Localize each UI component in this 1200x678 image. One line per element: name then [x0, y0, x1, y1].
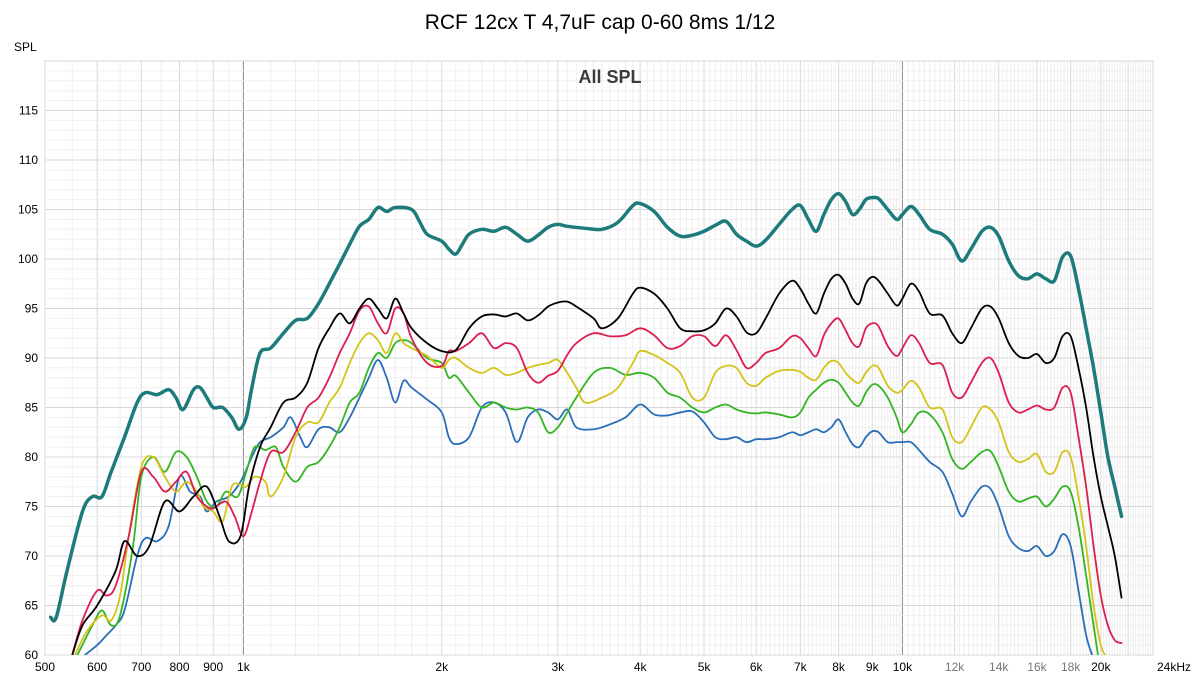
chart-title: RCF 12cx T 4,7uF cap 0-60 8ms 1/12	[425, 11, 776, 34]
y-tick-label: 70	[25, 549, 39, 563]
x-tick-label: 500	[35, 660, 55, 674]
y-tick-label: 110	[19, 153, 38, 167]
y-tick-label: 105	[18, 203, 38, 217]
x-tick-label: 8k	[832, 660, 846, 674]
grid-lines	[44, 60, 1154, 656]
x-tick-label: 16k	[1027, 660, 1047, 674]
y-tick-label: 100	[18, 252, 38, 266]
series-line	[71, 273, 1123, 655]
y-tick-label: 85	[25, 401, 39, 415]
x-tick-label: 18k	[1061, 660, 1081, 674]
plot-subtitle: All SPL	[578, 67, 641, 87]
x-tick-label: 3k	[551, 660, 565, 674]
y-tick-label: 80	[25, 450, 39, 464]
x-tick-label: 20k	[1091, 660, 1111, 674]
series-line	[71, 304, 1123, 655]
y-tick-label: 90	[25, 351, 39, 365]
x-tick-label: 800	[170, 660, 190, 674]
x-tick-label: 4k	[634, 660, 648, 674]
x-tick-label: 600	[87, 660, 107, 674]
series-line	[48, 191, 1124, 623]
x-tick-label: 14k	[989, 660, 1009, 674]
x-tick-label: 5k	[698, 660, 712, 674]
x-tick-label: 6k	[750, 660, 764, 674]
x-tick-labels: 500 600 700 800 900 1k 2k 3k 4k 5k 6k 7k 8k 9k 10k 12k 1…	[35, 660, 1191, 674]
x-tick-label: 24kHz	[1157, 660, 1191, 674]
x-tick-label: 7k	[794, 660, 808, 674]
x-tick-label: 1k	[237, 660, 251, 674]
y-tick-label: 75	[25, 500, 39, 514]
x-tick-label: 12k	[945, 660, 965, 674]
y-tick-label: 65	[25, 599, 39, 613]
x-tick-label: 10k	[893, 660, 913, 674]
y-tick-label: 95	[25, 302, 39, 316]
y-tick-labels: 60 65 70 75 80 85 90 95 100 105 110 115	[18, 104, 38, 663]
y-tick-label: 60	[25, 648, 39, 662]
x-tick-label: 700	[131, 660, 151, 674]
series-layer	[48, 191, 1124, 655]
series-line	[84, 359, 1093, 655]
x-tick-label: 2k	[435, 660, 449, 674]
y-axis-label: SPL	[14, 40, 37, 54]
x-tick-label: 900	[203, 660, 223, 674]
x-tick-label: 9k	[866, 660, 880, 674]
y-tick-label: 115	[19, 104, 38, 118]
